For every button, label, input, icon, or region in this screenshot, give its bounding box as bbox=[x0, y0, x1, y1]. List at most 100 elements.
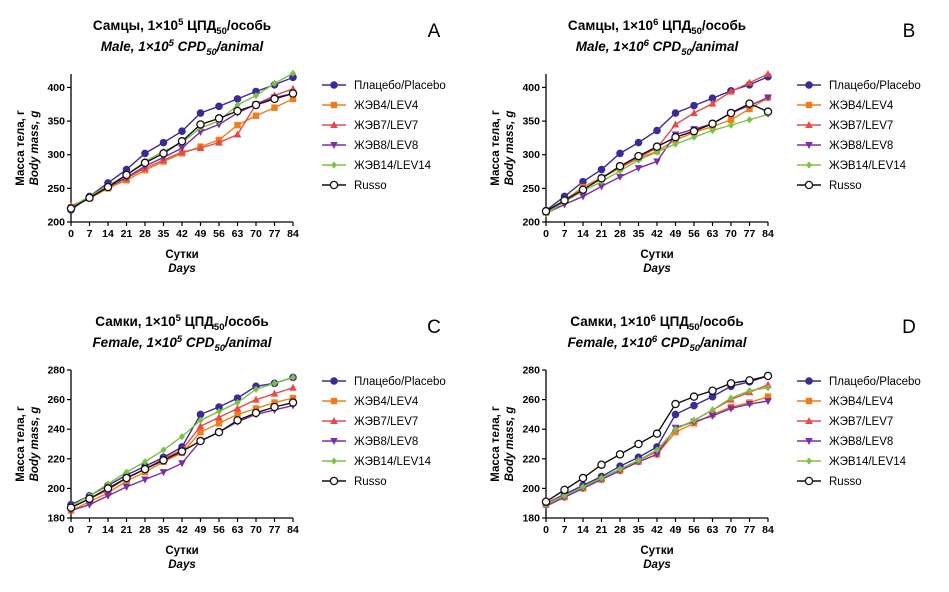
chart-title-ru-sup: 5 bbox=[176, 313, 182, 324]
chart-title-en-post: /animal bbox=[216, 39, 264, 54]
x-tick-label: 21 bbox=[596, 524, 608, 536]
legend: Плацебо/Placebo ЖЭВ4/LEV4 ЖЭВ7/LEV7 ЖЭВ8/LE… bbox=[797, 80, 921, 192]
data-point-lev7 bbox=[196, 422, 205, 430]
y-tick-label: 300 bbox=[47, 149, 65, 161]
legend-item-lev14: ЖЭВ14/LEV14 bbox=[797, 456, 907, 468]
data-point-lev14 bbox=[765, 384, 771, 392]
panel-b: Самцы, 1×106 ЦПД50/особь Male, 1×106 CPD5… bbox=[475, 0, 949, 296]
data-point-lev8 bbox=[653, 451, 661, 459]
data-point-placebo bbox=[597, 165, 606, 174]
legend-item-lev8: ЖЭВ8/LEV8 bbox=[322, 436, 418, 448]
legend-item-lev7: ЖЭВ7/LEV7 bbox=[322, 120, 418, 132]
series-russo bbox=[541, 371, 773, 506]
legend-marker-lev7 bbox=[805, 417, 813, 424]
x-tick-label: 7 bbox=[562, 524, 568, 536]
y-tick-label: 350 bbox=[47, 116, 65, 128]
chart-title-en: Male, 1×106 CPD50/animal bbox=[576, 38, 739, 58]
x-tick-label: 0 bbox=[68, 228, 74, 240]
x-axis-label-ru: Сутки bbox=[640, 249, 673, 261]
chart-title-en-pre: Male, 1×10 bbox=[576, 39, 644, 54]
y-tick-label: 200 bbox=[47, 217, 65, 229]
x-tick-label: 28 bbox=[139, 228, 151, 240]
legend-marker-placebo bbox=[805, 81, 813, 89]
legend: Плацебо/Placebo ЖЭВ4/LEV4 ЖЭВ7/LEV7 ЖЭВ8/LE… bbox=[797, 376, 921, 488]
x-tick-label: 70 bbox=[725, 228, 737, 240]
x-tick-label: 28 bbox=[139, 524, 151, 536]
series-lev8 bbox=[67, 90, 297, 213]
y-tick-label: 200 bbox=[522, 217, 540, 229]
panel-letter: D bbox=[902, 317, 916, 338]
data-point-lev4 bbox=[289, 95, 297, 103]
panel-c: Самки, 1×105 ЦПД50/особь Female, 1×105 CP… bbox=[0, 296, 474, 592]
legend-label-lev8: ЖЭВ8/LEV8 bbox=[829, 140, 893, 152]
x-tick-label: 84 bbox=[762, 228, 774, 240]
legend-label-lev4: ЖЭВ4/LEV4 bbox=[354, 396, 419, 408]
data-point-russo bbox=[745, 99, 754, 108]
x-tick-label: 7 bbox=[87, 524, 93, 536]
data-point-lev14 bbox=[691, 416, 697, 424]
data-point-russo bbox=[140, 158, 150, 168]
y-tick-label: 260 bbox=[47, 394, 65, 406]
x-tick-label: 21 bbox=[121, 228, 133, 240]
data-point-russo bbox=[708, 386, 717, 395]
data-point-russo bbox=[615, 161, 625, 171]
data-point-lev4 bbox=[234, 121, 241, 129]
chart-title-en-sup: 5 bbox=[177, 334, 183, 345]
legend-label-russo: Russo bbox=[354, 476, 387, 488]
data-point-russo bbox=[560, 485, 569, 495]
y-tick-label: 180 bbox=[522, 513, 540, 525]
legend-label-lev8: ЖЭВ8/LEV8 bbox=[829, 436, 893, 448]
legend-marker-lev14 bbox=[806, 161, 812, 169]
series-line-russo bbox=[545, 102, 769, 212]
data-point-lev8 bbox=[597, 183, 606, 191]
y-axis-label-ru: Масса тела, г bbox=[490, 406, 502, 482]
data-point-russo bbox=[726, 108, 736, 118]
chart-title-en-mid: CPD bbox=[649, 39, 682, 54]
data-point-lev14 bbox=[728, 394, 734, 402]
data-point-lev8 bbox=[159, 469, 168, 477]
chart-title-ru-pre: Самки, 1×10 bbox=[570, 314, 650, 329]
x-tick-label: 77 bbox=[744, 524, 756, 536]
data-point-russo bbox=[159, 149, 168, 158]
data-point-lev14 bbox=[271, 379, 278, 387]
data-point-lev4 bbox=[252, 405, 260, 412]
legend-marker-lev14 bbox=[331, 161, 337, 169]
x-tick-label: 49 bbox=[670, 228, 682, 240]
data-point-lev7 bbox=[196, 144, 205, 151]
y-tick-label: 240 bbox=[47, 424, 65, 436]
data-point-russo bbox=[177, 137, 187, 146]
legend-label-placebo: Плацебо/Placebo bbox=[829, 80, 921, 92]
y-axis-label-en: Body mass, g bbox=[504, 111, 516, 186]
data-point-russo bbox=[85, 494, 94, 504]
y-tick-label: 350 bbox=[522, 116, 540, 128]
legend-item-russo: Russo bbox=[797, 180, 862, 192]
data-point-placebo bbox=[634, 138, 643, 147]
data-point-russo bbox=[597, 460, 606, 469]
data-point-lev8 bbox=[764, 398, 772, 406]
data-point-placebo bbox=[671, 410, 680, 419]
data-point-russo bbox=[578, 473, 588, 483]
data-point-russo bbox=[560, 196, 569, 205]
chart-title-ru: Самцы, 1×105 ЦПД50/особь bbox=[93, 17, 271, 37]
chart-title-ru-pre: Самки, 1×10 bbox=[95, 314, 175, 329]
x-tick-label: 42 bbox=[176, 228, 188, 240]
legend-label-lev7: ЖЭВ7/LEV7 bbox=[354, 120, 418, 132]
x-tick-label: 35 bbox=[158, 228, 170, 240]
x-axis-label-ru: Сутки bbox=[165, 249, 198, 261]
legend-item-lev8: ЖЭВ8/LEV8 bbox=[797, 436, 893, 448]
panel-a: Самцы, 1×105 ЦПД50/особь Male, 1×105 CPD5… bbox=[0, 0, 474, 296]
data-point-russo bbox=[233, 106, 242, 116]
y-axis-label-en: Body mass, g bbox=[29, 407, 41, 482]
data-point-russo bbox=[578, 185, 588, 194]
chart-title-en-pre: Female, 1×10 bbox=[567, 335, 652, 350]
y-axis-label-ru: Масса тела, г bbox=[15, 406, 27, 482]
data-point-lev8 bbox=[104, 492, 112, 500]
data-point-lev4 bbox=[215, 420, 223, 427]
series-russo bbox=[541, 99, 773, 216]
data-point-lev14 bbox=[672, 140, 679, 148]
legend-marker-placebo bbox=[330, 377, 338, 385]
x-tick-label: 35 bbox=[633, 524, 645, 536]
y-tick-label: 250 bbox=[522, 183, 540, 195]
chart-title-ru-mid: ЦПД bbox=[656, 314, 689, 329]
